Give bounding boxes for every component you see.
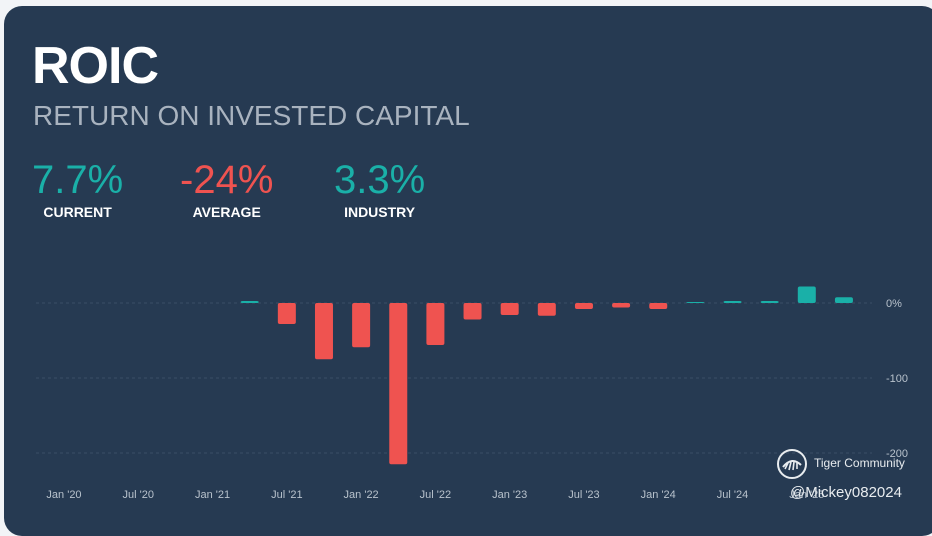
- stat-current-label: CURRENT: [43, 204, 112, 220]
- stat-industry-label: INDUSTRY: [344, 204, 416, 220]
- page-title: ROIC: [32, 37, 159, 95]
- stat-average-value: -24%: [180, 158, 274, 202]
- bar: [612, 303, 631, 308]
- x-tick-label: Jan '23: [492, 489, 527, 501]
- x-tick-label: Jul '21: [271, 489, 302, 501]
- x-tick-label: Jul '20: [123, 489, 154, 501]
- x-tick-label: Jul '23: [568, 489, 599, 501]
- bar: [797, 286, 816, 303]
- y-tick-label: -100: [886, 373, 908, 385]
- roic-bar-chart: 0% -100 -200 Jan '20 Jul '20 Jan '21 Jul '21 Ja…: [36, 286, 908, 501]
- y-tick-label: -200: [886, 448, 908, 460]
- x-tick-label: Jan '21: [195, 489, 230, 501]
- tiger-logo-icon: [777, 449, 807, 479]
- x-tick-label: Jul '22: [420, 489, 451, 501]
- bar: [426, 303, 445, 345]
- watermark: Tiger Community @Mickey082024: [776, 448, 926, 518]
- bar: [352, 303, 371, 348]
- x-tick-label: Jan '25: [789, 489, 824, 501]
- bar: [686, 302, 705, 303]
- x-tick-label: Jan '22: [344, 489, 379, 501]
- bar: [834, 297, 853, 303]
- watermark-brand: Tiger Community: [814, 456, 905, 470]
- bar: [314, 303, 333, 360]
- bar: [537, 303, 556, 316]
- stat-average: -24% AVERAGE: [180, 158, 273, 220]
- x-tick-label: Jul '24: [717, 489, 748, 501]
- bar: [240, 301, 259, 303]
- stat-industry-value: 3.3%: [334, 158, 426, 202]
- stat-industry: 3.3% INDUSTRY: [334, 158, 425, 220]
- bar: [574, 303, 593, 309]
- bar: [723, 301, 742, 303]
- roic-card: ROIC RETURN ON INVESTED CAPITAL 7.7% CUR…: [4, 6, 932, 536]
- bar: [463, 303, 482, 320]
- x-tick-label: Jan '24: [641, 489, 676, 501]
- bar: [649, 303, 668, 309]
- x-tick-label: Jan '20: [46, 489, 81, 501]
- bar: [760, 301, 779, 303]
- page-subtitle: RETURN ON INVESTED CAPITAL: [33, 100, 470, 131]
- stat-current: 7.7% CURRENT: [32, 158, 123, 220]
- watermark-handle: @Mickey082024: [790, 484, 902, 501]
- bar: [389, 303, 408, 465]
- stat-current-value: 7.7%: [32, 158, 124, 202]
- bar: [500, 303, 519, 315]
- bar: [277, 303, 296, 324]
- stat-average-label: AVERAGE: [192, 204, 261, 220]
- y-tick-label: 0%: [886, 298, 902, 310]
